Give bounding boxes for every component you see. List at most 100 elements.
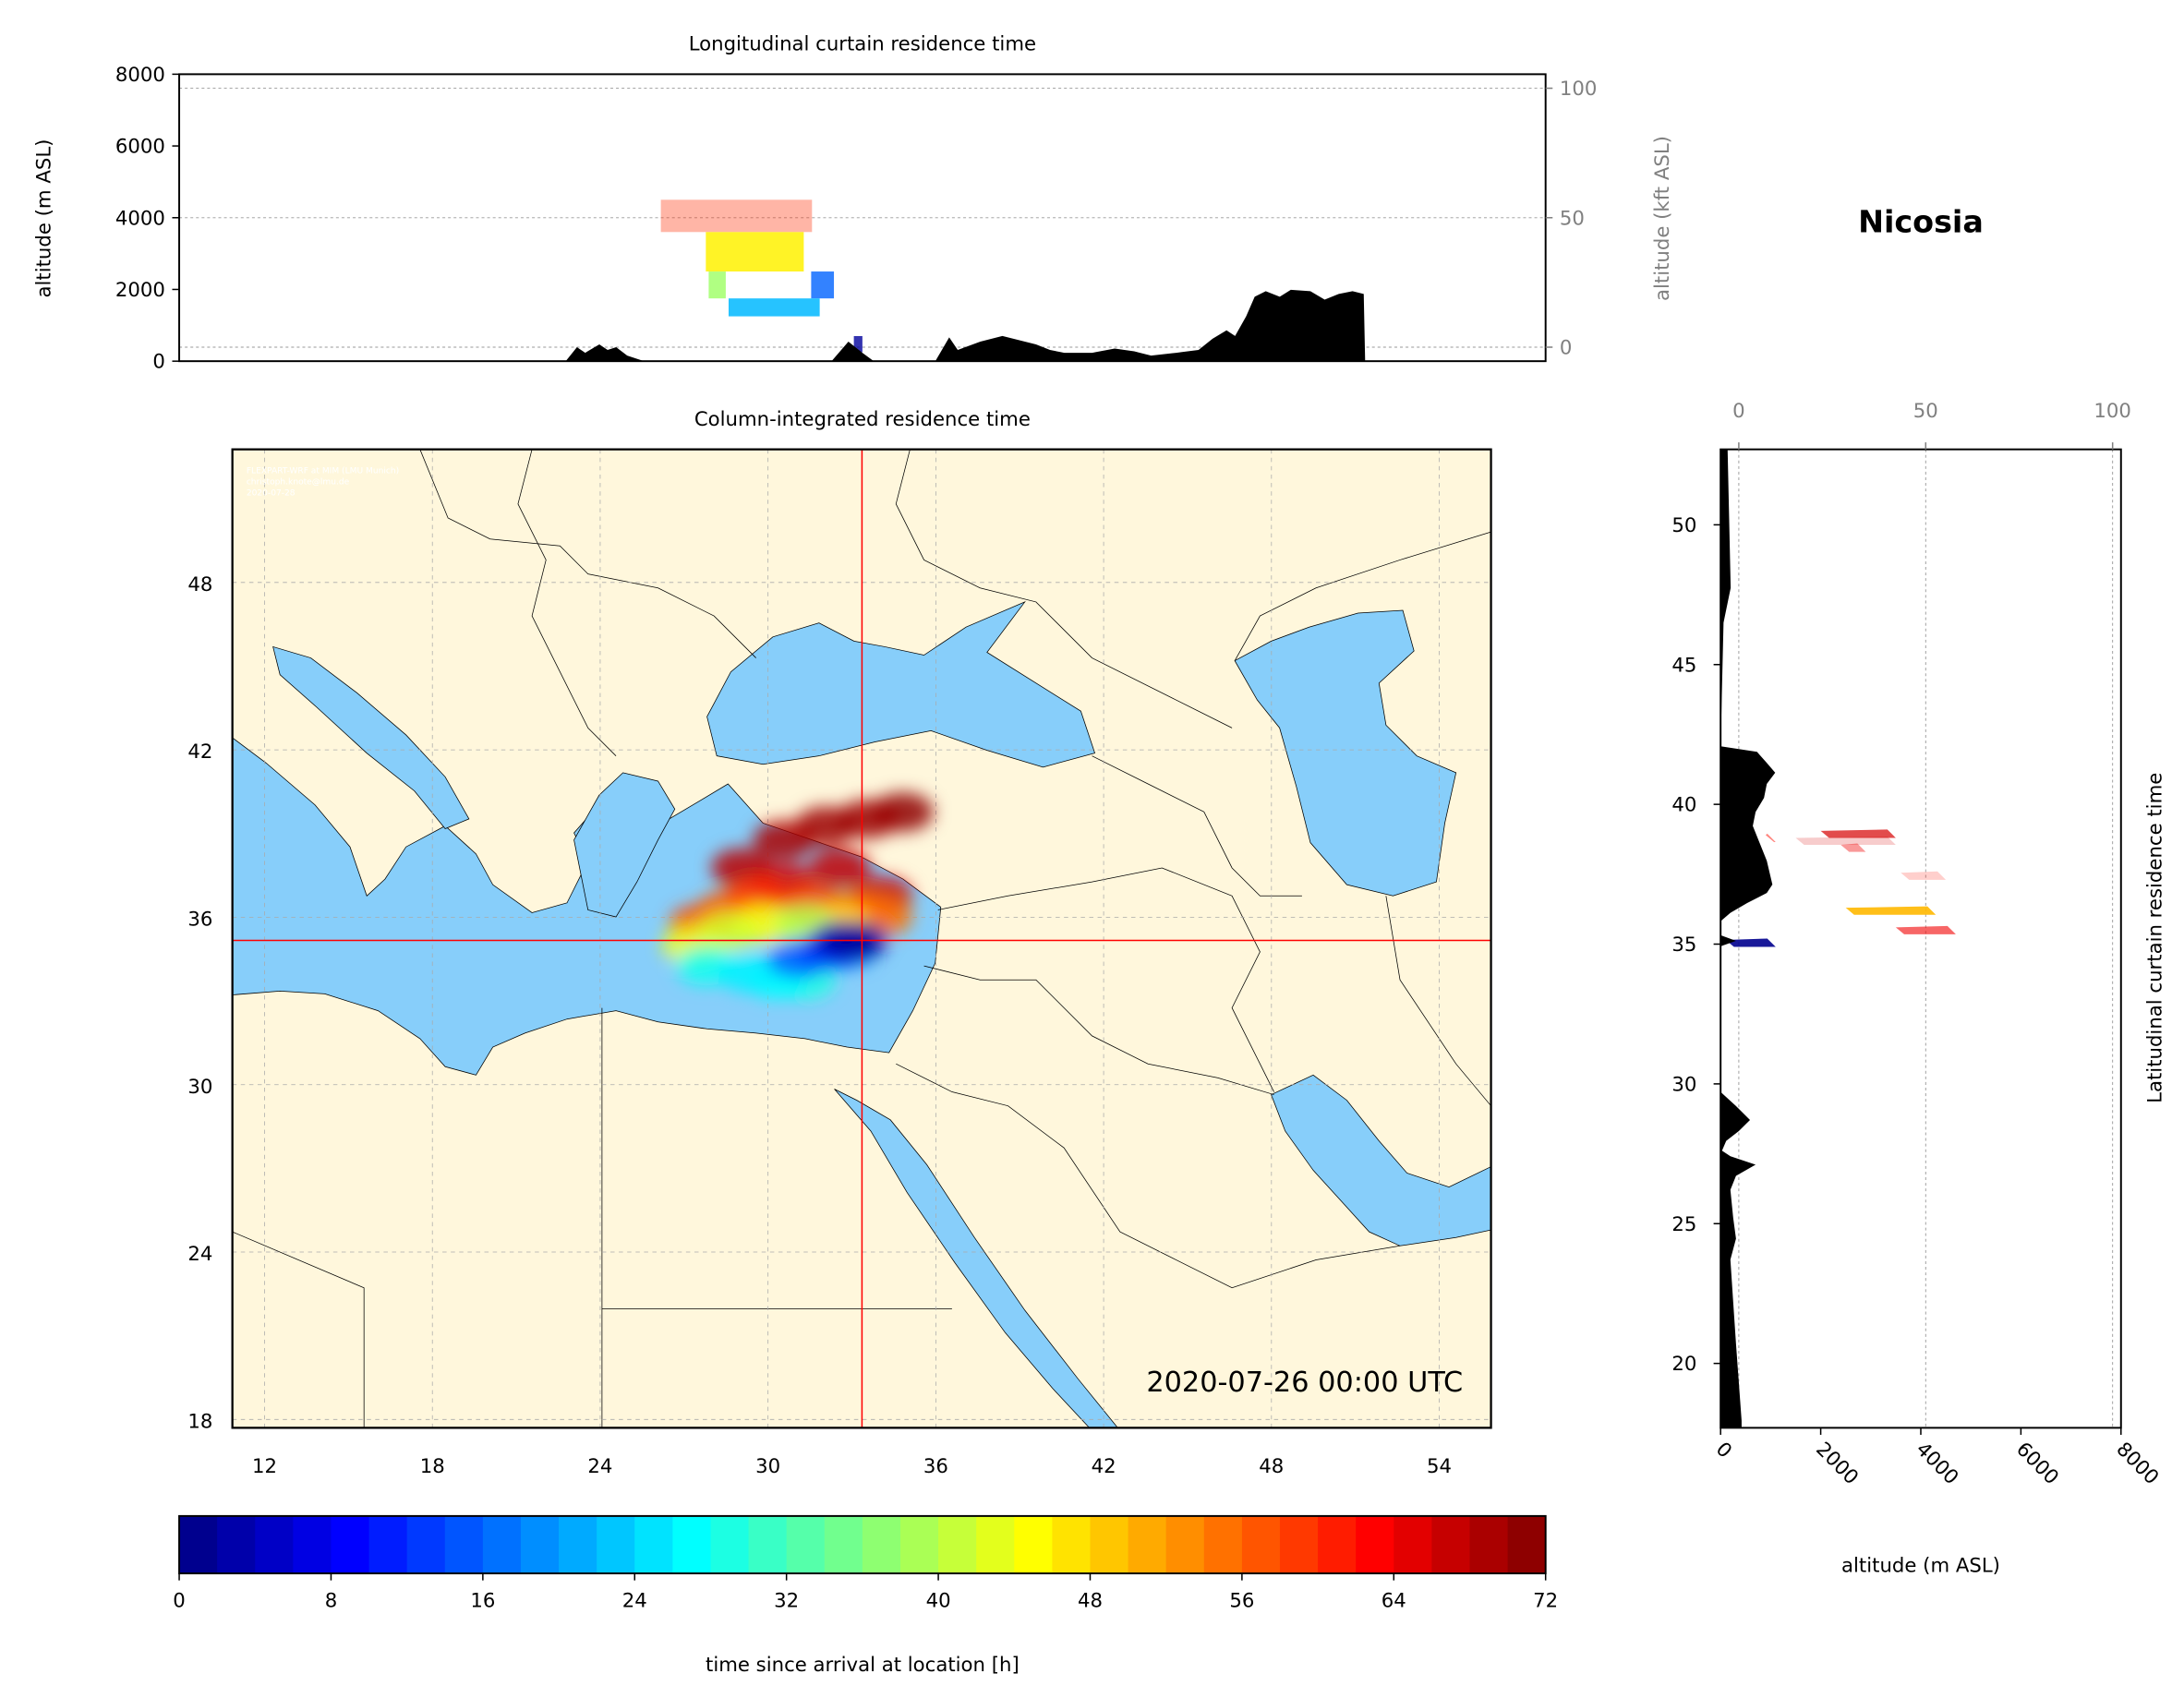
tick-label: 30 (187, 1076, 212, 1099)
plume-cell (1895, 925, 1956, 934)
colorbar-segment (331, 1515, 370, 1574)
map-panel: Column-integrated residence time (187, 408, 1492, 1478)
colorbar-segment (710, 1515, 750, 1574)
colorbar-segment (1052, 1515, 1092, 1574)
right-plume (1725, 829, 1956, 947)
persian-gulf (1271, 1074, 1491, 1246)
tick-label: 54 (1427, 1455, 1452, 1478)
plume-cell (811, 271, 835, 299)
plume-cell (1765, 833, 1776, 843)
colorbar-segment (406, 1515, 446, 1574)
tick-label: 72 (1533, 1589, 1558, 1612)
tick-label: 50 (1560, 207, 1585, 230)
tick-label: 6000 (115, 136, 165, 159)
country-borders (232, 449, 1491, 1428)
colorbar-segment (938, 1515, 977, 1574)
plume-cell (1900, 871, 1947, 880)
tick-label: 4000 (1912, 1438, 1963, 1489)
tick-label: 0 (152, 351, 165, 374)
tick-label: 64 (1382, 1589, 1406, 1612)
top-terrain (565, 289, 1366, 362)
colorbar-segment (368, 1515, 408, 1574)
residence-time-plume (662, 792, 934, 1000)
aegean-sea (573, 772, 676, 918)
colorbar-label: time since arrival at location [h] (706, 1654, 1020, 1677)
plume-cell (718, 953, 780, 994)
colorbar-segment (862, 1515, 901, 1574)
map-yticks: 18 24 30 36 42 48 (187, 573, 212, 1434)
tick-label: 100 (2094, 400, 2131, 423)
right-terrain (1720, 449, 1776, 1428)
longitudinal-title: Longitudinal curtain residence time (689, 33, 1036, 56)
colorbar-frame (178, 1514, 1547, 1575)
colorbar-segment (293, 1515, 332, 1574)
tick-label: 6000 (2011, 1438, 2063, 1489)
colorbar-segment (1128, 1515, 1167, 1574)
map-frame (231, 448, 1492, 1429)
top-y2ticks: 0 50 100 (1545, 78, 1598, 360)
tick-label: 42 (187, 741, 212, 764)
tick-label: 48 (187, 573, 212, 596)
colorbar-segment (634, 1515, 674, 1574)
tick-label: 48 (1078, 1589, 1103, 1612)
tick-label: 24 (587, 1455, 612, 1478)
plume-cell (837, 799, 899, 839)
colorbar-segment (1014, 1515, 1054, 1574)
plume-cell (1840, 843, 1866, 852)
tick-label: 4000 (115, 207, 165, 230)
tick-label: 18 (187, 1410, 212, 1433)
tick-label: 24 (187, 1243, 212, 1266)
colorbar-segment (520, 1515, 560, 1574)
tick-label: 35 (1671, 933, 1696, 957)
plume-cell (753, 820, 815, 860)
colorbar-segment (672, 1515, 712, 1574)
tick-label: 40 (926, 1589, 951, 1612)
colorbar-segment (1090, 1515, 1129, 1574)
tick-label: 8000 (115, 64, 165, 87)
tick-label: 12 (252, 1455, 277, 1478)
plume-cell (853, 335, 863, 353)
map-gridlines (232, 449, 1491, 1428)
plume-cell (728, 298, 820, 317)
tick-label: 36 (923, 1455, 948, 1478)
tick-label: 0 (173, 1589, 186, 1612)
tick-label: 30 (1671, 1073, 1696, 1096)
colorbar: 0 8 16 24 32 40 48 56 64 72 time since arrival at… (173, 1514, 1558, 1677)
plume-cell (1795, 836, 1896, 846)
tick-label: 16 (470, 1589, 495, 1612)
tick-label: 2000 (1811, 1438, 1863, 1489)
caspian-sea (1234, 609, 1457, 897)
top-plume (660, 199, 863, 353)
tick-label: 40 (1671, 794, 1696, 817)
tick-label: 45 (1671, 654, 1696, 677)
colorbar-segment (899, 1515, 939, 1574)
tick-label: 2000 (115, 279, 165, 302)
attribution-line: FLEXPART-WRF at MIM (LMU Munich) (247, 466, 399, 476)
colorbar-segment (255, 1515, 295, 1574)
map-timestamp: 2020-07-26 00:00 UTC (1146, 1367, 1463, 1399)
colorbar-segment (748, 1515, 788, 1574)
tick-label: 42 (1092, 1455, 1116, 1478)
tick-label: 24 (622, 1589, 647, 1612)
plume-cell (708, 271, 726, 299)
tick-label: 56 (1229, 1589, 1254, 1612)
colorbar-segment (179, 1515, 218, 1574)
colorbar-segment (217, 1515, 257, 1574)
colorbar-segment (786, 1515, 826, 1574)
colorbar-segment (1507, 1515, 1547, 1574)
red-sea (834, 1089, 1118, 1428)
right-xticks: 0 2000 4000 6000 8000 (1711, 1427, 2163, 1489)
tick-label: 36 (187, 909, 212, 932)
adriatic-sea (272, 645, 470, 829)
colorbar-ticks: 0 8 16 24 32 40 48 56 64 72 (173, 1573, 1558, 1612)
tick-label: 100 (1560, 78, 1598, 101)
tick-label: 50 (1913, 400, 1938, 423)
plume-cell (1845, 906, 1937, 915)
colorbar-segment (1469, 1515, 1509, 1574)
plume-cell (1820, 829, 1896, 838)
right-xlabel: altitude (m ASL) (1841, 1555, 2000, 1578)
tick-label: 8000 (2111, 1438, 2163, 1489)
attribution-line: christoph.knote@lmu.de (247, 478, 350, 488)
tick-label: 25 (1671, 1213, 1696, 1236)
